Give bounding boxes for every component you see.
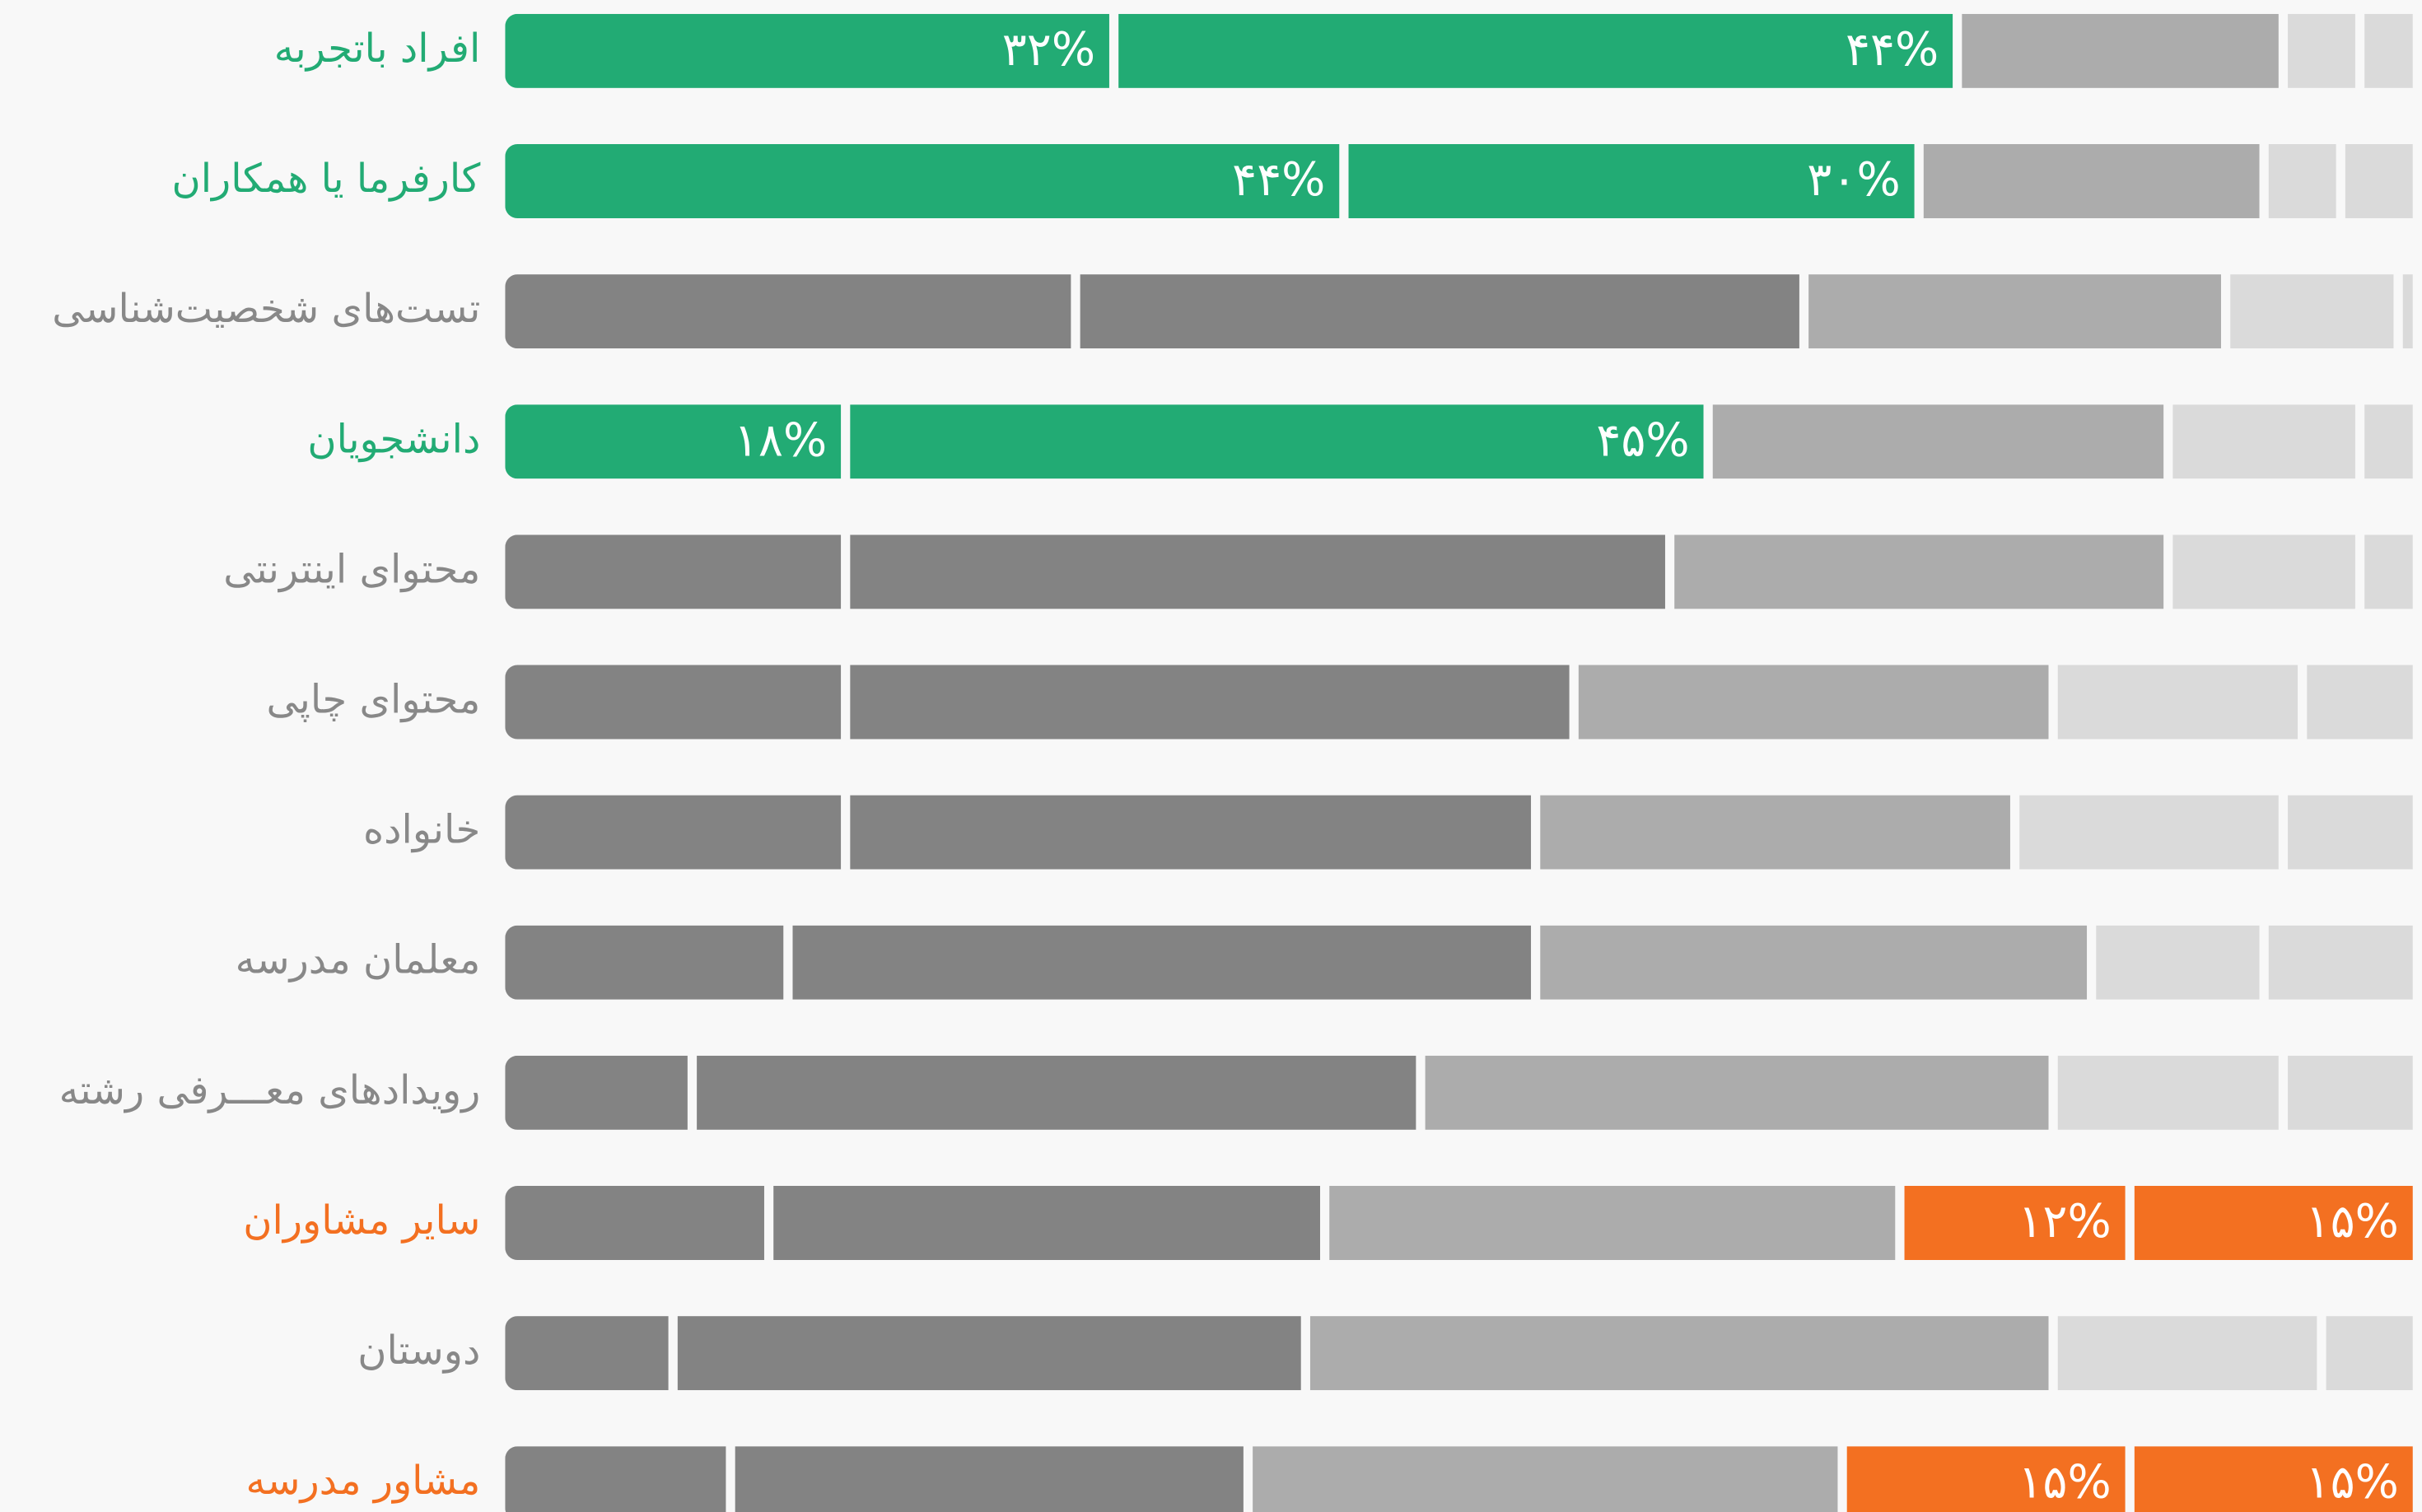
- category-label: تست‌های شخصیت‌شناسی: [52, 286, 480, 332]
- category-label: کارفرما یا همکاران: [171, 156, 480, 202]
- bar-row: [505, 665, 2413, 740]
- category-label: مشاور مدرسه: [246, 1458, 481, 1504]
- bar-segment: [850, 534, 1665, 609]
- category-label: دانشجویان: [307, 416, 480, 462]
- bar-segment: [697, 1055, 1416, 1130]
- bar-segment: [1846, 1446, 2126, 1512]
- bar-segment: [850, 795, 1532, 870]
- bar-segment: [2288, 13, 2355, 88]
- bar-segment: [1425, 1055, 2049, 1130]
- bar-segment: [1540, 925, 2088, 1000]
- bar-segment: [2057, 665, 2298, 740]
- bar-row: [505, 1185, 2413, 1261]
- category-label: افراد باتجربه: [274, 26, 481, 72]
- bar-segment: [505, 404, 842, 479]
- bar-segment: [1962, 13, 2279, 88]
- bar-segment: [2326, 1316, 2413, 1391]
- value-label: ۱۲%: [2018, 1195, 2111, 1248]
- bar-segment: [505, 925, 784, 1000]
- bar-segment: [1904, 1185, 2126, 1261]
- bar-segment: [2172, 534, 2355, 609]
- category-label: معلمان مدرسه: [236, 937, 481, 983]
- bar-row: [505, 13, 2413, 88]
- bar-segment: [1118, 13, 1953, 88]
- bar-segment: [2307, 665, 2413, 740]
- bar-segment: [505, 1316, 669, 1391]
- bar-row: [505, 1055, 2413, 1130]
- bar-segment: [2096, 925, 2260, 1000]
- bar-segment: [505, 274, 1071, 349]
- bar-segment: [2345, 144, 2413, 219]
- category-label: خانواده: [363, 807, 480, 853]
- value-label: ۱۸%: [734, 413, 827, 467]
- bar-segment: [2172, 404, 2355, 479]
- bar-row: [505, 1316, 2413, 1391]
- bar-segment: [1540, 795, 2010, 870]
- bar-segment: [1309, 1316, 2049, 1391]
- category-label: محتوای اینترنتی: [223, 546, 480, 592]
- bar-segment: [1253, 1446, 1838, 1512]
- bar-row: [505, 795, 2413, 870]
- bar-segment: [2134, 1446, 2413, 1512]
- category-label: دوستان: [357, 1328, 480, 1374]
- bar-segment: [2019, 795, 2279, 870]
- category-label: سایر مشاوران: [243, 1197, 480, 1244]
- bar-segment: [1923, 144, 2260, 219]
- bar-segment: [505, 665, 842, 740]
- bar-segment: [735, 1446, 1244, 1512]
- bar-segment: [2364, 534, 2413, 609]
- bar-segment: [1329, 1185, 1896, 1261]
- bar-row: [505, 925, 2413, 1000]
- value-label: ۱۵%: [2305, 1195, 2398, 1248]
- bar-segment: [2402, 274, 2413, 349]
- bar-segment: [505, 1185, 764, 1261]
- category-label: محتوای چاپی: [267, 677, 481, 723]
- bar-segment: [850, 665, 1570, 740]
- bar-segment: [2057, 1055, 2279, 1130]
- bar-segment: [1578, 665, 2049, 740]
- bar-segment: [792, 925, 1532, 1000]
- value-label: ۳۰%: [1807, 153, 1900, 207]
- bar-row: [505, 404, 2413, 479]
- bar-row: [505, 144, 2413, 219]
- bar-segment: [2230, 274, 2394, 349]
- bar-segment: [2364, 13, 2413, 88]
- bar-segment: [1808, 274, 2221, 349]
- bar-segment: [773, 1185, 1320, 1261]
- bar-segment: [505, 534, 842, 609]
- bar-segment: [1080, 274, 1799, 349]
- bar-segment: [2288, 795, 2413, 870]
- value-label: ۴۴%: [1846, 23, 1939, 77]
- bar-segment: [850, 404, 1704, 479]
- bar-segment: [2364, 404, 2413, 479]
- bar-row: [505, 1446, 2413, 1512]
- bar-segment: [2268, 144, 2336, 219]
- bar-segment: [505, 1055, 688, 1130]
- bar-segment: [505, 1446, 726, 1512]
- value-label: ۱۵%: [2018, 1455, 2111, 1509]
- value-label: ۱۵%: [2305, 1455, 2398, 1509]
- bar-row: [505, 274, 2413, 349]
- value-label: ۴۴%: [1232, 153, 1325, 207]
- bar-segment: [1674, 534, 2164, 609]
- bar-segment: [1348, 144, 1915, 219]
- bar-segment: [505, 13, 1109, 88]
- bar-segment: [505, 795, 842, 870]
- bar-row: [505, 534, 2413, 609]
- category-label: رویدادهای معـــرفی رشته: [59, 1067, 481, 1113]
- bar-segment: [2268, 925, 2413, 1000]
- bar-segment: [505, 144, 1340, 219]
- bar-segment: [2134, 1185, 2413, 1261]
- value-label: ۴۵%: [1596, 413, 1689, 467]
- value-label: ۳۲%: [1002, 23, 1095, 77]
- bar-segment: [2288, 1055, 2413, 1130]
- bar-segment: [2057, 1316, 2317, 1391]
- bar-segment: [677, 1316, 1301, 1391]
- bar-segment: [1712, 404, 2164, 479]
